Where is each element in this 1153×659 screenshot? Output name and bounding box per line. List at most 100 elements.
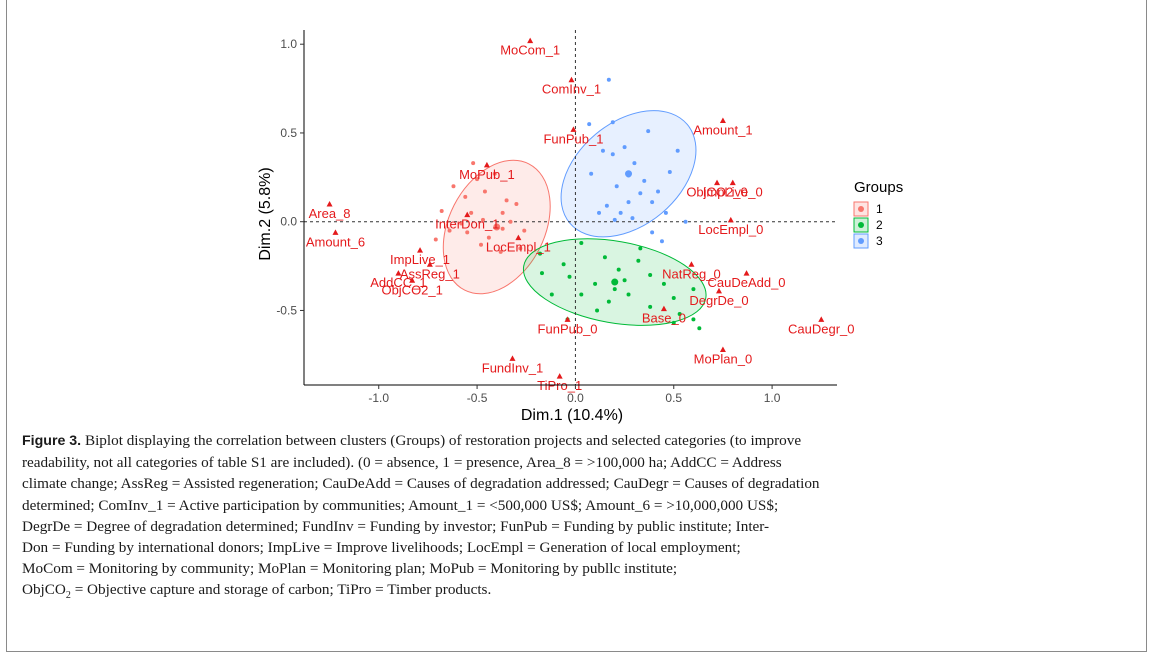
group-centroid-3 (625, 170, 633, 178)
data-point-group-1 (480, 217, 485, 222)
data-point-group-1 (492, 171, 497, 176)
category-label: LocEmpl_0 (698, 222, 763, 237)
category-triangle (509, 355, 516, 361)
data-point-group-3 (659, 239, 664, 244)
y-tick-label: 1.0 (280, 37, 297, 51)
x-tick-label: -1.0 (368, 391, 389, 405)
data-point-group-3 (630, 216, 635, 221)
category-label: LocEmpl_1 (486, 240, 551, 255)
data-point-group-3 (650, 230, 655, 235)
category-markers: MoCom_1 ComInv_1 Amount_1 FunPub_1 MoPub_1 Ob… (306, 37, 855, 393)
data-point-group-2 (612, 287, 617, 292)
caption-line-1: Figure 3. Biplot displaying the correlat… (22, 430, 1127, 452)
data-point-group-3 (604, 203, 609, 208)
category-triangle (715, 287, 722, 294)
data-point-group-2 (626, 292, 631, 297)
x-tick-label: 0.0 (567, 391, 584, 405)
data-point-group-1 (522, 228, 527, 233)
data-point-group-2 (622, 278, 627, 283)
category-label: InterDon_1 (435, 217, 499, 232)
category-label: Amount_1 (693, 123, 752, 138)
y-tick-label: 0.0 (280, 215, 297, 229)
biplot-chart: MoCom_1 ComInv_1 Amount_1 FunPub_1 MoPub_1 Ob… (257, 30, 903, 424)
data-point-group-2 (538, 251, 543, 256)
caption-label: Figure 3. (22, 433, 82, 449)
group-ellipses (442, 110, 707, 326)
figure-frame (6, 0, 1147, 652)
caption-subscript: 2 (65, 590, 71, 602)
category-triangle (395, 270, 402, 276)
legend-dot-3 (858, 238, 864, 244)
category-triangle (719, 117, 726, 124)
data-point-group-2 (661, 281, 666, 286)
group-points (433, 77, 702, 331)
data-point-group-2 (697, 326, 702, 331)
caption-line-5: DegrDe = Degree of degradation determine… (22, 517, 770, 535)
y-tick-label: 0.5 (280, 126, 297, 140)
category-label: ImpLive_0 (703, 185, 763, 200)
category-triangle (409, 277, 416, 283)
data-point-group-2 (602, 255, 607, 260)
data-point-group-1 (514, 201, 519, 206)
caption-text-8a: ObjCO (22, 581, 66, 599)
data-point-group-2 (539, 271, 544, 276)
category-label: Base_0 (642, 311, 686, 326)
data-point-group-1 (439, 209, 444, 214)
category-label: MoPub_1 (459, 167, 515, 182)
data-point-group-2 (593, 281, 598, 286)
category-triangle (727, 216, 734, 223)
legend-dot-2 (858, 222, 864, 228)
data-point-group-2 (579, 292, 584, 297)
x-tick-label: 1.0 (764, 391, 781, 405)
data-point-group-1 (508, 219, 513, 224)
category-triangle (818, 316, 825, 322)
group-centroid-1 (493, 223, 501, 231)
data-point-group-2 (671, 296, 676, 301)
reference-lines (304, 30, 837, 385)
caption-line-2: readability, not all categories of table… (22, 454, 782, 472)
data-point-group-3 (642, 178, 647, 183)
caption-line-4: determined; ComInv_1 = Active participat… (22, 496, 779, 514)
category-triangle (729, 179, 736, 186)
category-triangle (527, 37, 534, 44)
x-tick-label: -0.5 (467, 391, 488, 405)
category-label: DegrDe_0 (689, 293, 748, 308)
axes: -1.0 -0.5 0.0 0.5 1.0 -0.5 0.0 0.5 1.0 (276, 30, 837, 405)
category-triangle (564, 316, 571, 322)
group-centroid-2 (611, 278, 619, 286)
data-point-group-2 (648, 304, 653, 309)
category-label: CauDegr_0 (788, 321, 855, 336)
data-point-group-3 (589, 171, 594, 176)
data-point-group-2 (579, 241, 584, 245)
category-label: ObjCO2_1 (381, 282, 442, 297)
category-triangle (332, 229, 339, 235)
data-point-group-1 (465, 230, 470, 235)
data-point-group-1 (463, 194, 468, 199)
category-triangle (556, 373, 563, 379)
y-axis-title: Dim.2 (5.8%) (257, 167, 274, 260)
data-point-group-3 (656, 189, 661, 194)
category-label: FunPub_1 (543, 131, 603, 146)
data-point-group-3 (610, 152, 615, 157)
category-label: ComInv_1 (542, 82, 601, 97)
caption-line-6: Don = Funding by international donors; I… (22, 539, 741, 557)
data-point-group-3 (650, 200, 655, 205)
data-point-group-1 (482, 189, 487, 194)
data-point-group-2 (567, 274, 572, 279)
category-triangle (515, 234, 522, 241)
category-label: ImpLive_1 (390, 252, 450, 267)
data-point-group-3 (667, 170, 672, 174)
category-label: NatReg_0 (662, 266, 721, 281)
legend-label-3: 3 (876, 234, 883, 248)
category-triangle (483, 161, 490, 168)
category-triangle (570, 126, 577, 132)
x-tick-label: 0.5 (665, 391, 682, 405)
data-point-group-1 (447, 228, 452, 233)
data-point-group-1 (459, 221, 464, 226)
data-point-group-3 (612, 217, 617, 222)
y-tick-label: -0.5 (276, 303, 297, 317)
category-label: MoCom_1 (500, 43, 560, 58)
data-point-group-3 (638, 191, 643, 196)
legend-dot-1 (858, 206, 864, 212)
x-axis-title: Dim.1 (10.4%) (521, 407, 623, 424)
